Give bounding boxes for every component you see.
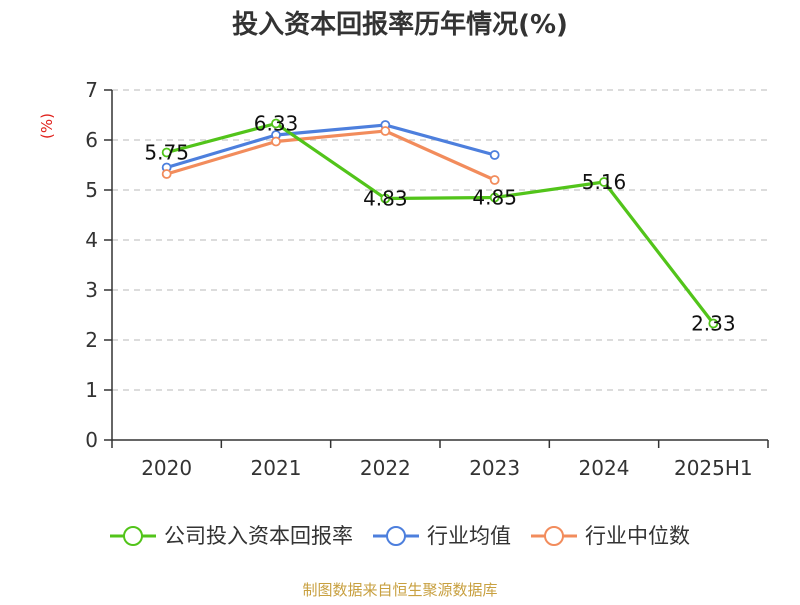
- series-line: [166, 121, 715, 325]
- data-point: [161, 169, 172, 179]
- data-point: [489, 175, 500, 185]
- x-tick-label: 2022: [360, 456, 411, 480]
- data-label: 5.16: [582, 170, 627, 194]
- legend-swatch-marker: [123, 526, 143, 546]
- legend-swatch-marker: [386, 526, 406, 546]
- data-point: [380, 126, 391, 136]
- y-tick-label: 0: [85, 428, 98, 452]
- axes: 0 1 2 3 4 5 6 7 2020 2021 2022 2023 2024 2025H1: [85, 78, 769, 480]
- series-line: [166, 123, 496, 170]
- y-tick-label: 7: [85, 78, 98, 102]
- data-point: [271, 118, 281, 129]
- series-1: [161, 120, 500, 173]
- x-tick-label: 2023: [469, 456, 520, 480]
- chart-title: 投入资本回报率历年情况(%): [232, 9, 568, 40]
- data-label: 2.33: [691, 312, 736, 336]
- data-point: [489, 150, 500, 160]
- data-point: [489, 192, 500, 203]
- legend: 公司投入资本回报率 行业均值 行业中位数: [110, 524, 690, 548]
- y-axis-label: (%): [38, 113, 56, 139]
- data-point: [271, 136, 281, 147]
- x-tick-label: 2024: [579, 456, 630, 480]
- series-layer: [161, 118, 719, 329]
- x-tick-label: 2020: [141, 456, 192, 480]
- series-2: [161, 126, 500, 185]
- series-0: [161, 118, 719, 329]
- legend-label: 公司投入资本回报率: [164, 524, 353, 548]
- y-tick-label: 3: [85, 278, 98, 302]
- legend-item: 行业中位数: [531, 524, 690, 548]
- data-label: 5.75: [144, 141, 189, 165]
- x-tick-label: 2021: [251, 456, 302, 480]
- series-line: [166, 129, 496, 182]
- data-label: 6.33: [254, 112, 299, 136]
- data-point: [161, 147, 172, 158]
- legend-swatch-marker: [544, 526, 564, 546]
- y-tick-label: 1: [85, 378, 98, 402]
- data-point: [708, 318, 719, 329]
- x-tick-label: 2025H1: [674, 456, 753, 480]
- data-point: [380, 193, 391, 204]
- gridlines: [112, 89, 768, 391]
- source-note: 制图数据来自恒生聚源数据库: [302, 581, 497, 599]
- legend-item: 行业均值: [373, 524, 511, 548]
- legend-label: 行业均值: [427, 524, 511, 548]
- data-point: [599, 177, 609, 187]
- data-label: 4.85: [472, 186, 517, 210]
- y-tick-label: 5: [85, 178, 98, 202]
- data-label: 4.83: [363, 187, 408, 211]
- y-tick-label: 4: [85, 228, 98, 252]
- y-tick-label: 2: [85, 328, 98, 352]
- legend-label: 行业中位数: [585, 524, 690, 548]
- legend-item: 公司投入资本回报率: [110, 524, 353, 548]
- data-labels: 5.75 6.33 4.83 4.85 5.16 2.33: [144, 112, 735, 336]
- y-tick-label: 6: [85, 128, 98, 152]
